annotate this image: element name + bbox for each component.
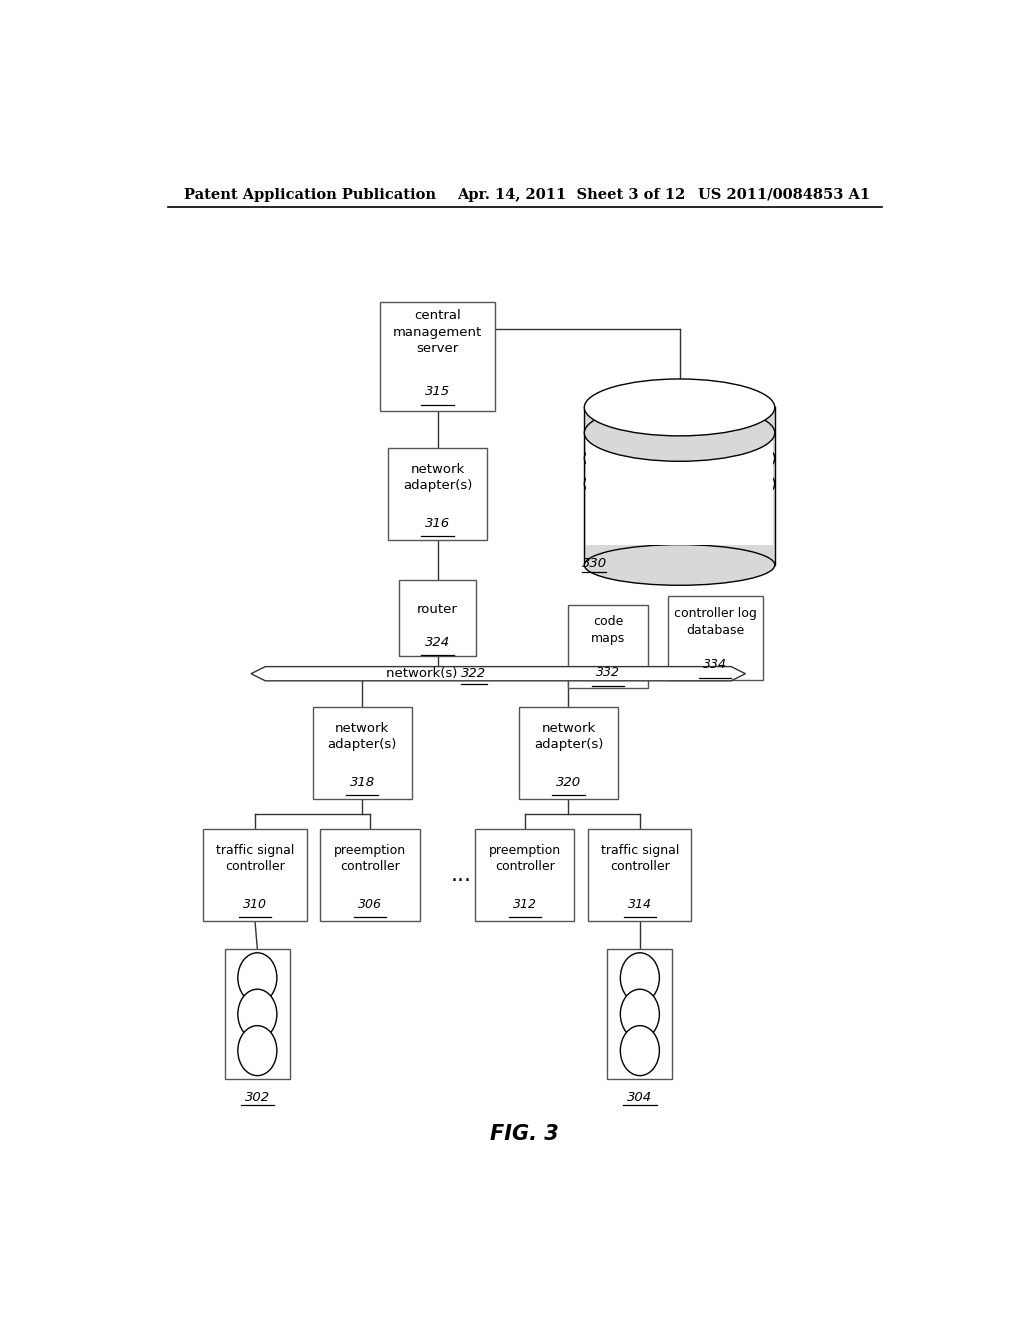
Text: traffic signal
controller: traffic signal controller	[216, 843, 294, 874]
Bar	[585, 408, 775, 565]
Text: network(s): network(s)	[386, 667, 461, 680]
Text: network
adapter(s): network adapter(s)	[534, 722, 603, 751]
Ellipse shape	[585, 545, 775, 585]
Bar	[607, 949, 673, 1080]
Text: 316: 316	[425, 516, 451, 529]
Circle shape	[621, 989, 659, 1039]
Text: central
management
server: central management server	[393, 309, 482, 355]
Bar	[586, 436, 773, 545]
Text: preemption
controller: preemption controller	[488, 843, 561, 874]
Ellipse shape	[585, 379, 775, 436]
Text: traffic signal
controller: traffic signal controller	[601, 843, 679, 874]
Text: preemption
controller: preemption controller	[334, 843, 407, 874]
Bar	[312, 708, 412, 799]
Text: US 2011/0084853 A1: US 2011/0084853 A1	[698, 187, 870, 202]
Bar	[380, 302, 495, 412]
Text: 315: 315	[425, 385, 451, 399]
Bar	[588, 829, 691, 921]
Text: network
adapter(s): network adapter(s)	[402, 463, 472, 492]
Text: Apr. 14, 2011  Sheet 3 of 12: Apr. 14, 2011 Sheet 3 of 12	[458, 187, 686, 202]
Text: 310: 310	[243, 898, 267, 911]
Text: 302: 302	[245, 1092, 270, 1105]
Text: network
adapter(s): network adapter(s)	[328, 722, 396, 751]
Text: 332: 332	[596, 667, 621, 680]
Bar	[668, 597, 763, 680]
Text: ...: ...	[451, 865, 472, 884]
Bar	[568, 605, 648, 688]
Text: 314: 314	[628, 898, 652, 911]
Bar	[225, 949, 290, 1080]
Text: 322: 322	[461, 667, 486, 680]
Circle shape	[238, 989, 276, 1039]
Text: 324: 324	[425, 636, 451, 648]
Bar	[519, 708, 618, 799]
Text: 318: 318	[349, 776, 375, 789]
Text: 334: 334	[703, 659, 727, 672]
Text: 306: 306	[358, 898, 382, 911]
Bar	[388, 447, 487, 540]
Bar	[321, 829, 420, 921]
Text: Patent Application Publication: Patent Application Publication	[183, 187, 435, 202]
Circle shape	[238, 953, 276, 1003]
Text: 320: 320	[556, 776, 581, 789]
Circle shape	[621, 1026, 659, 1076]
Text: router: router	[417, 603, 458, 616]
Polygon shape	[251, 667, 745, 681]
Text: FIG. 3: FIG. 3	[490, 1125, 559, 1144]
Circle shape	[238, 1026, 276, 1076]
Bar	[475, 829, 574, 921]
Text: code
maps: code maps	[591, 615, 626, 644]
Text: 312: 312	[513, 898, 537, 911]
Circle shape	[621, 953, 659, 1003]
Ellipse shape	[585, 455, 775, 512]
Ellipse shape	[585, 404, 775, 461]
Bar	[204, 829, 306, 921]
Text: 304: 304	[628, 1092, 652, 1105]
Ellipse shape	[585, 430, 775, 487]
Text: controller log
database: controller log database	[674, 607, 757, 636]
Bar	[398, 579, 476, 656]
Text: 330: 330	[582, 557, 607, 570]
